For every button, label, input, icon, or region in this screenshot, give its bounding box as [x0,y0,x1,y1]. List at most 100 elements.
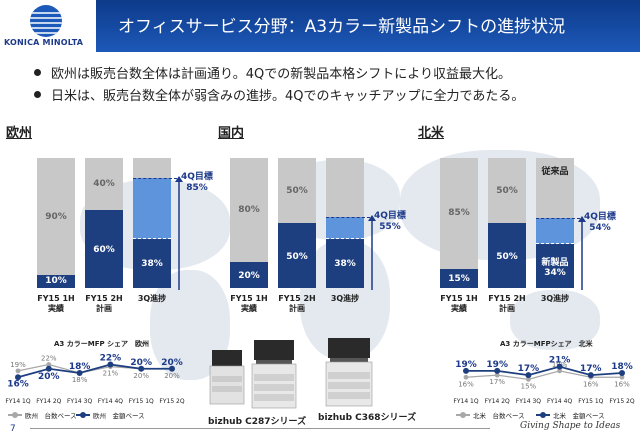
target-label-japan: 4Q目標 55% [374,210,406,232]
x-label-europe-2: 3Q進捗 [137,294,167,303]
bar-segment-target-north-america [536,217,574,244]
bullet-item: 日米は、販売台数全体が弱含みの進捗。4Qでのキャッチアップに全力であたる。 [34,86,524,108]
series-line-0 [465,370,622,380]
legend-line-navy-icon [536,412,550,418]
logo-text: KONICA MINOLTA [4,38,84,47]
bar-label-new-japan-2: 38% [334,259,356,270]
line-x-label-5: FY15 2Q [609,398,635,405]
data-point-0-2 [526,376,531,382]
line-chart-europe: 19% 22% 18% 21% 20% 20% 16% 20% 18% 22% 20% 20% [7,354,183,390]
bar-label-new-north-america-1: 50% [496,251,518,262]
bar-label-new-europe-2: 38% [141,259,163,270]
x-label-north-america-2: 3Q進捗 [540,294,570,303]
bar-north-america-2: 従来品新製品 34% [536,158,580,288]
data-label-1-5: 18% [611,362,633,372]
bar-japan-0: 80% 20% [230,158,268,288]
bar-label-old-japan-0: 80% [238,205,260,215]
bar-label-new-north-america-0: 15% [448,274,470,285]
data-label-0-0: 16% [458,380,474,388]
target-dashed-line-japan [326,216,370,218]
page-number: 7 [10,424,16,434]
bullet-item: 欧州は販売台数全体は計画通り。4Qでの新製品本格シフトにより収益最大化。 [34,64,524,86]
bar-europe-0: 90% 10% [37,158,75,288]
data-label-1-1: 20% [38,372,60,382]
bar-segment-target-europe [133,177,171,239]
data-point-0-1 [46,362,52,367]
data-point-1-3 [556,363,563,370]
region-title-japan: 国内 [218,126,245,141]
region-title-europe: 欧州 [6,126,33,141]
bar-segment-old-japan-0 [230,158,268,262]
data-label-1-0: 16% [7,379,29,389]
data-point-0-0 [463,374,469,380]
data-point-1-5 [169,365,175,372]
data-point-1-4 [138,365,145,372]
bar-segment-old-north-america-0 [440,158,478,269]
line-x-label-2: FY14 3Q [515,398,541,405]
data-label-1-1: 19% [486,360,508,370]
bar-europe-1: 40% 60% [85,158,123,288]
data-label-1-4: 20% [130,358,152,368]
x-label-north-america-0: FY15 1H 実績 [440,294,478,313]
line-x-label-0: FY14 1Q [453,398,479,405]
summary-bullets: 欧州は販売台数全体は計画通り。4Qでの新製品本格シフトにより収益最大化。 日米は… [34,64,524,108]
data-label-0-2: 18% [72,376,88,384]
data-label-1-3: 22% [100,354,122,364]
line-x-label-0: FY14 1Q [5,398,31,405]
data-point-1-0 [15,374,21,381]
data-point-1-2 [76,370,83,376]
region-title-north-america: 北米 [418,126,445,141]
target-arrow-icon-japan [368,214,376,290]
target-arrow-icon-europe [175,175,183,290]
bar-label-old-north-america-0: 85% [448,208,470,219]
data-label-0-1: 22% [41,355,57,363]
bullet-icon [34,69,41,76]
line-chart-europe-x-axis: FY14 1Q FY14 2Q FY14 3Q FY14 4Q FY15 1Q FY15 … [4,398,186,408]
legend-line-navy-icon [76,412,90,418]
data-label-1-2: 18% [69,362,91,372]
progress-dashed-line-europe [133,237,171,239]
data-label-0-4: 16% [583,380,599,388]
x-label-japan-1: FY15 2H 計画 [278,294,316,313]
header-bar [96,0,640,52]
progress-dashed-line-north-america [536,242,574,244]
bar-segment-old-europe-1 [85,158,123,210]
line-chart-north-america: 16%17%15%19%16%16%19%19%17%21%17%18% [455,356,633,391]
bar-japan-2: 38% [326,158,370,288]
x-label-japan-0: FY15 1H 実績 [230,294,268,313]
bar-label-old-north-america-2: 従来品 [541,167,569,177]
data-label-1-0: 19% [455,360,477,370]
data-label-0-0: 19% [10,361,26,369]
series-line-1 [466,365,623,377]
bar-north-america-1: 50% 50% [488,158,526,288]
bar-label-new-japan-1: 50% [286,251,308,262]
bar-segment-new-japan-2 [326,238,364,288]
data-label-0-3: 21% [103,370,119,378]
bar-segment-new-japan-0 [230,262,268,288]
bar-segment-new-north-america-0 [440,268,478,288]
series-line-1 [17,363,172,379]
data-label-1-3: 21% [549,356,571,366]
mfp-c287-image [209,340,297,409]
data-label-0-5: 16% [614,380,630,388]
target-dashed-line-europe [133,177,177,179]
data-label-1-2: 17% [518,364,540,374]
bar-label-new-north-america-2: 新製品 34% [541,257,569,278]
bar-segment-new-europe-1 [85,210,123,288]
bar-segment-old-north-america-1 [488,158,526,223]
tagline: Giving Shape to Ideas [520,421,621,431]
bar-segment-new-europe-0 [37,275,75,288]
target-arrow-icon-north-america [578,215,586,290]
data-label-0-2: 15% [521,382,537,390]
bar-label-old-europe-1: 40% [93,179,115,189]
bar-label-new-europe-0: 10% [45,276,67,286]
bar-north-america-0: 85% 15% [440,158,478,288]
line-x-label-2: FY14 3Q [66,398,93,405]
data-label-0-4: 20% [133,372,149,380]
legend-line-gray-icon [8,412,22,418]
line-x-label-1: FY14 2Q [484,398,510,405]
data-label-0-5: 20% [164,372,180,380]
legend-na-units: 北米 台数ベース [456,410,525,420]
legend-na-value: 北米 金額ベース [536,410,605,420]
